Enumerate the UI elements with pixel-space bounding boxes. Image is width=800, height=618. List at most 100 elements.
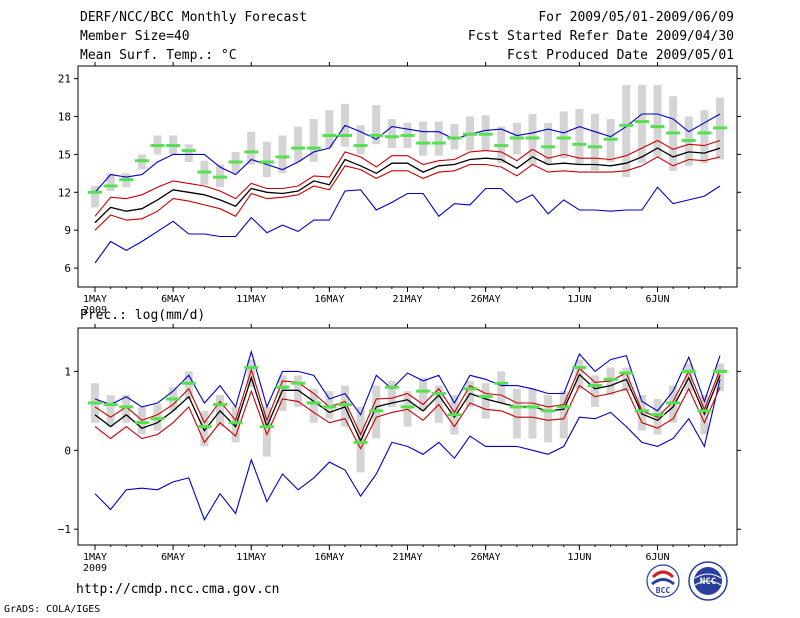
variable-label-temp: Mean Surf. Temp.: °C [80, 48, 237, 63]
spread-box [309, 119, 318, 162]
median-mark [494, 381, 509, 385]
spread-box [325, 391, 334, 419]
median-mark [291, 146, 306, 150]
median-mark [369, 133, 384, 137]
median-mark [213, 175, 227, 179]
median-mark [572, 365, 587, 369]
median-mark [150, 144, 165, 148]
spread-box [294, 375, 303, 407]
median-mark [103, 184, 118, 188]
ensemble-mean-line [94, 147, 721, 224]
spread-box [559, 111, 568, 159]
median-mark [369, 409, 384, 413]
spread-box [528, 388, 537, 439]
median-mark [416, 141, 431, 145]
plot-frame [77, 327, 738, 546]
spread-box [419, 377, 428, 411]
median-mark [119, 178, 134, 182]
spread-box [372, 105, 381, 145]
median-mark [697, 131, 712, 135]
x-tick-label: 1MAY [83, 552, 107, 563]
median-mark [88, 190, 102, 194]
x-tick-label: 16MAY [314, 552, 344, 563]
median-mark [213, 403, 227, 407]
median-mark [588, 384, 602, 388]
spread-box [700, 110, 709, 164]
chart-title: DERF/NCC/BCC Monthly Forecast [80, 10, 307, 25]
spread-box [544, 395, 553, 443]
y-tick-label: −1 [58, 523, 71, 536]
median-mark [306, 146, 321, 150]
median-mark [88, 401, 102, 405]
median-mark [150, 417, 165, 421]
spread-box [262, 406, 271, 457]
x-tick-label: 1MAY [83, 294, 107, 305]
median-mark [650, 413, 665, 417]
temperature-panel: 6 9 12 15 18 21 1MAY 6MAY 11MAY 16MAY 21MAY 26MAY 1J… [58, 62, 741, 316]
median-mark [103, 403, 118, 407]
median-mark [478, 132, 493, 136]
x-tick-label: 26MAY [471, 552, 501, 563]
spread-box [716, 363, 724, 392]
spread-box [262, 141, 271, 178]
median-mark [681, 369, 696, 373]
median-mark [447, 136, 462, 140]
spread-box [481, 383, 490, 419]
median-mark [228, 160, 243, 164]
x-tick-label: 16MAY [314, 294, 344, 305]
median-mark [634, 120, 649, 124]
max-line [94, 113, 721, 193]
spread-box [544, 122, 553, 165]
spread-box [419, 121, 428, 156]
median-mark [603, 377, 618, 381]
bcc-logo: BCC [646, 564, 680, 598]
y-tick-label: 12 [58, 186, 71, 199]
grads-credit: GrADS: COLA/IGES [4, 604, 101, 615]
x-tick-label: 26MAY [471, 294, 501, 305]
median-mark [666, 131, 681, 135]
spread-box [387, 380, 396, 407]
upper-quartile-line [94, 139, 721, 217]
median-mark [588, 145, 602, 149]
y-tick-label: 1 [64, 365, 71, 378]
median-mark [572, 142, 587, 146]
produced-date: Fcst Produced Date 2009/05/01 [507, 48, 734, 63]
x-tick-label: 6MAY [161, 552, 185, 563]
median-mark [697, 409, 712, 413]
median-mark [259, 160, 274, 164]
median-mark [197, 425, 212, 429]
median-mark [244, 365, 259, 369]
lower-quartile-line [94, 384, 721, 450]
x-tick-label: 11MAY [236, 552, 266, 563]
median-mark [322, 405, 337, 409]
y-tick-label: 9 [64, 224, 71, 237]
median-mark [463, 387, 477, 391]
min-line [94, 379, 721, 521]
spread-box [637, 84, 646, 164]
y-tick-label: 18 [58, 111, 71, 124]
year-label: 2009 [83, 305, 107, 316]
x-tick-label: 21MAY [392, 294, 422, 305]
x-tick-label: 11MAY [236, 294, 266, 305]
source-url[interactable]: http://cmdp.ncc.cma.gov.cn [76, 582, 280, 597]
refer-date: Fcst Started Refer Date 2009/04/30 [467, 29, 734, 44]
median-mark [228, 421, 243, 425]
x-tick-label: 6JUN [645, 294, 669, 305]
variable-label-prec: Prec.: log(mm/d) [80, 308, 206, 323]
median-mark [400, 405, 415, 409]
x-tick-label: 1JUN [567, 294, 591, 305]
spread-box [278, 375, 287, 411]
median-mark [634, 409, 649, 413]
spread-box [294, 126, 303, 162]
median-mark [431, 141, 446, 145]
spread-box [200, 410, 209, 447]
median-mark [713, 126, 727, 130]
ensemble-mean-line [94, 373, 721, 443]
spread-box [575, 108, 584, 165]
lower-quartile-line [94, 156, 721, 231]
median-mark [603, 137, 618, 141]
median-mark [619, 371, 634, 375]
spread-box [106, 395, 115, 427]
median-mark [134, 159, 149, 163]
